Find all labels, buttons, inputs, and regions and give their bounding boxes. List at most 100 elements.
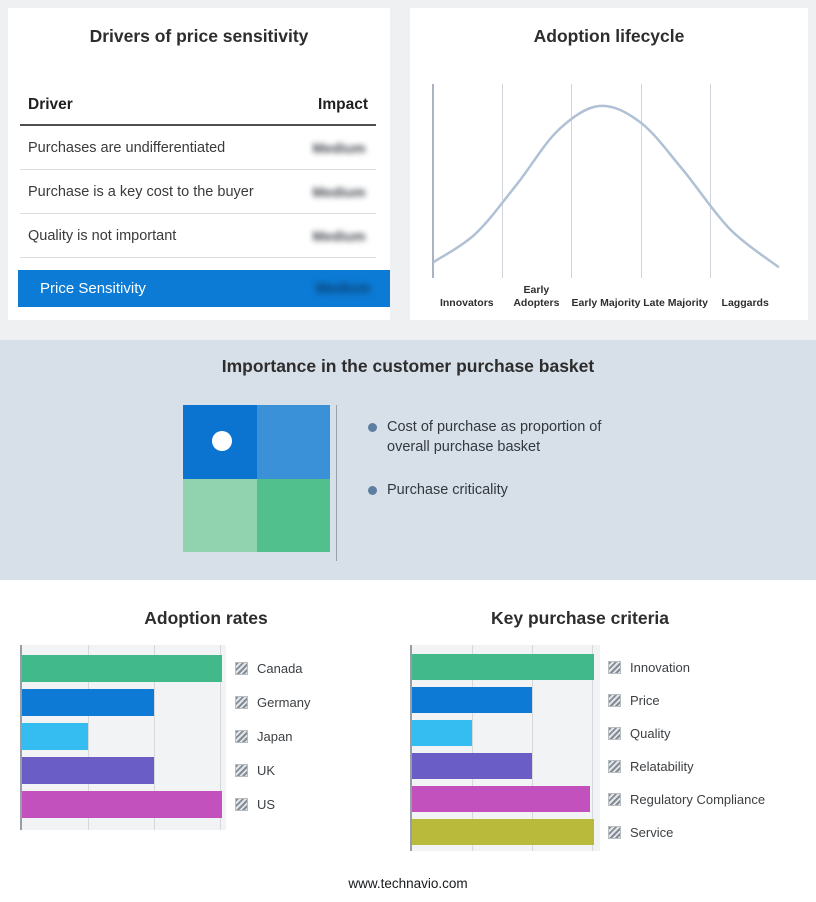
hatched-swatch-icon bbox=[235, 798, 248, 811]
website-url: www.technavio.com bbox=[348, 876, 468, 891]
bar-us bbox=[22, 791, 222, 818]
legend-item: Service bbox=[608, 824, 673, 840]
lifecycle-panel-title: Adoption lifecycle bbox=[533, 26, 685, 46]
lifecycle-stage-label: Laggards bbox=[721, 296, 769, 309]
hatched-swatch-icon bbox=[608, 759, 621, 773]
bar-price bbox=[412, 687, 532, 713]
price-sensitivity-label: Price Sensitivity bbox=[40, 280, 146, 297]
driver-label: Quality is not important bbox=[28, 227, 177, 244]
legend-label: Innovation bbox=[630, 659, 690, 675]
hatched-swatch-icon bbox=[608, 792, 621, 806]
drivers-panel-title: Drivers of price sensitivity bbox=[89, 26, 309, 46]
adoption-rates-chart bbox=[20, 645, 226, 830]
lifecycle-stage-label: Early Majority bbox=[571, 296, 641, 309]
bar-innovation bbox=[412, 654, 594, 680]
chart-gridline bbox=[220, 645, 221, 830]
bar-regulatory-compliance bbox=[412, 786, 590, 812]
legend-item: Japan bbox=[235, 729, 292, 745]
hatched-swatch-icon bbox=[235, 730, 248, 743]
legend-label: Germany bbox=[257, 695, 311, 710]
chart-gridline bbox=[154, 645, 155, 830]
key-purchase-criteria-legend: Innovation Price Quality Relatability Regula… bbox=[608, 645, 808, 851]
table-row: Purchase is a key cost to the buyer Medi… bbox=[20, 170, 376, 214]
impact-value-blurred: Medium bbox=[312, 139, 366, 156]
hatched-swatch-icon bbox=[235, 662, 248, 675]
bar-uk bbox=[22, 757, 154, 784]
bullet-text: Cost of purchase as proportion of overal… bbox=[387, 419, 602, 455]
price-sensitivity-panel: Drivers of price sensitivity Driver Impa… bbox=[8, 8, 390, 320]
quadrant-axis-line bbox=[336, 405, 337, 561]
drivers-table: Driver Impact Purchases are undifferenti… bbox=[20, 90, 376, 258]
list-item: Cost of purchase as proportion of overal… bbox=[368, 418, 658, 457]
key-purchase-criteria-chart bbox=[410, 645, 600, 851]
bell-curve-path bbox=[432, 104, 780, 268]
bar-germany bbox=[22, 689, 154, 716]
purchase-basket-quadrant bbox=[183, 405, 330, 552]
bar-canada bbox=[22, 655, 222, 682]
hatched-swatch-icon bbox=[235, 696, 248, 709]
impact-value-blurred: Medium bbox=[312, 183, 366, 200]
legend-label: Relatability bbox=[630, 758, 694, 774]
legend-item: Regulatory Compliance bbox=[608, 791, 765, 807]
chart-gridline bbox=[88, 645, 89, 830]
hatched-swatch-icon bbox=[608, 660, 621, 674]
quadrant-bottom-left bbox=[183, 478, 257, 552]
bullet-icon bbox=[368, 423, 377, 432]
drivers-table-header: Driver Impact bbox=[20, 90, 376, 126]
legend-label: Japan bbox=[257, 729, 293, 744]
hatched-swatch-icon bbox=[235, 764, 248, 777]
lifecycle-y-axis bbox=[432, 84, 434, 278]
legend-item: Innovation bbox=[608, 659, 690, 675]
driver-label: Purchases are undifferentiated bbox=[28, 139, 226, 156]
bar-japan bbox=[22, 723, 88, 750]
legend-item: Price bbox=[608, 692, 660, 708]
driver-column-header: Driver bbox=[28, 96, 73, 113]
legend-item: UK bbox=[235, 763, 275, 779]
bottom-section: Adoption rates Canada Germany Japan UK US Ke… bbox=[0, 580, 816, 902]
bar-relatability bbox=[412, 753, 532, 779]
adoption-rates-title: Adoption rates bbox=[144, 608, 268, 628]
bar-quality bbox=[412, 720, 472, 746]
bell-curve bbox=[432, 104, 780, 268]
hatched-swatch-icon bbox=[608, 726, 621, 740]
impact-value-blurred: Medium bbox=[312, 227, 366, 244]
list-item: Purchase criticality bbox=[368, 481, 658, 501]
legend-label: Regulatory Compliance bbox=[630, 791, 766, 807]
lifecycle-gridline bbox=[571, 84, 573, 278]
hatched-swatch-icon bbox=[608, 825, 621, 839]
bar-service bbox=[412, 819, 594, 845]
legend-label: Quality bbox=[630, 725, 671, 741]
bullet-icon bbox=[368, 486, 377, 496]
bullet-text: Purchase criticality bbox=[387, 482, 508, 499]
legend-label: Canada bbox=[257, 661, 303, 676]
table-row: Quality is not important Medium bbox=[20, 214, 376, 258]
basket-title: Importance in the customer purchase bask… bbox=[221, 356, 595, 376]
legend-label: UK bbox=[257, 763, 276, 778]
adoption-rates-legend: Canada Germany Japan UK US bbox=[235, 645, 385, 830]
driver-label: Purchase is a key cost to the buyer bbox=[28, 183, 254, 200]
lifecycle-gridline bbox=[640, 84, 642, 278]
legend-label: Service bbox=[630, 824, 674, 840]
lifecycle-stage-label: Late Majority bbox=[643, 296, 708, 309]
key-purchase-criteria-title: Key purchase criteria bbox=[490, 608, 669, 628]
table-row: Purchases are undifferentiated Medium bbox=[20, 126, 376, 170]
legend-item: Relatability bbox=[608, 758, 694, 774]
legend-item: Quality bbox=[608, 725, 670, 741]
data-point-dot bbox=[212, 431, 232, 451]
top-section: Drivers of price sensitivity Driver Impa… bbox=[0, 0, 816, 340]
quadrant-bottom-right bbox=[256, 478, 330, 552]
lifecycle-gridline bbox=[501, 84, 503, 278]
lifecycle-stage-labels: Innovators Early Adopters Early Majority La… bbox=[432, 278, 780, 310]
legend-item: Canada bbox=[235, 661, 303, 677]
legend-label: Price bbox=[630, 692, 660, 708]
adoption-lifecycle-chart: Innovators Early Adopters Early Majority La… bbox=[432, 78, 780, 310]
chart-gridline bbox=[532, 645, 533, 851]
chart-gridline bbox=[592, 645, 593, 851]
impact-column-header: Impact bbox=[318, 96, 368, 113]
legend-item: US bbox=[235, 797, 275, 813]
quadrant-top-right bbox=[256, 405, 330, 479]
purchase-basket-band: Importance in the customer purchase bask… bbox=[0, 340, 816, 580]
basket-bullet-list: Cost of purchase as proportion of overal… bbox=[368, 418, 658, 525]
hatched-swatch-icon bbox=[608, 693, 621, 707]
